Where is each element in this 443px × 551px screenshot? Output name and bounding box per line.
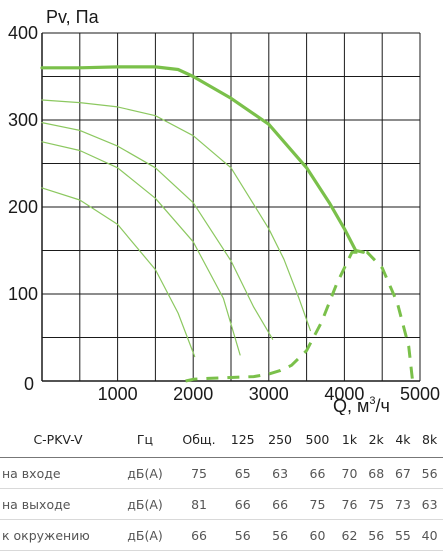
x-tick-label: 5000	[400, 384, 440, 404]
cell-1k: 62	[336, 519, 363, 551]
cell-125: 65	[224, 457, 262, 489]
header-125: 125	[224, 421, 262, 458]
cell-1k: 76	[336, 488, 363, 520]
cell-4k: 55	[389, 519, 417, 551]
cell-125: 56	[224, 519, 262, 551]
curves	[40, 65, 414, 383]
row-unit: дБ(А)	[116, 457, 174, 489]
x-axis-title-sup: 3	[369, 395, 375, 407]
speed-step-curve	[41, 187, 196, 358]
cell-500: 66	[298, 457, 337, 489]
cell-125: 66	[224, 488, 262, 520]
table-row: к окружению дБ(А) 66 56 56 60 62 56 55 4…	[0, 519, 443, 551]
header-8k: 8k	[416, 421, 443, 458]
header-1k: 1k	[336, 421, 363, 458]
cell-4k: 73	[389, 488, 417, 520]
grid-lines	[41, 32, 421, 382]
tick-labels: 100 200 300 400 1000 2000 3000 4000 5000 0	[8, 23, 440, 404]
header-250: 250	[261, 421, 299, 458]
cell-2k: 75	[362, 488, 390, 520]
table-row: на входе дБ(А) 75 65 63 66 70 68 67 56	[0, 457, 443, 489]
x-tick-label: 3000	[249, 384, 289, 404]
header-total: Общ.	[174, 421, 225, 458]
y-tick-label: 200	[8, 197, 38, 217]
header-4k: 4k	[389, 421, 417, 458]
y-tick-label: 100	[8, 284, 38, 304]
cell-500: 75	[298, 488, 337, 520]
cell-8k: 40	[416, 519, 443, 551]
cell-total: 75	[174, 457, 225, 489]
y-axis-title: Pv, Па	[46, 7, 100, 27]
cell-2k: 68	[362, 457, 390, 489]
cell-250: 66	[261, 488, 299, 520]
speed-step-curve	[41, 99, 311, 332]
cell-2k: 56	[362, 519, 390, 551]
cell-8k: 56	[416, 457, 443, 489]
origin-label: 0	[24, 374, 34, 394]
y-tick-label: 300	[8, 110, 38, 130]
header-model: C-PKV-V	[0, 421, 116, 458]
header-500: 500	[298, 421, 337, 458]
speed-step-curve	[41, 122, 274, 340]
cell-8k: 63	[416, 488, 443, 520]
cell-4k: 67	[389, 457, 417, 489]
row-label: на выходе	[0, 488, 116, 520]
table-row: на выходе дБ(А) 81 66 66 75 76 75 73 63	[0, 488, 443, 520]
speed-step-curve	[41, 141, 241, 356]
cell-250: 56	[261, 519, 299, 551]
x-axis-title-suffix: /ч	[376, 396, 390, 415]
header-unit: Гц	[116, 421, 174, 458]
row-label: к окружению	[0, 519, 116, 551]
x-tick-label: 4000	[324, 384, 364, 404]
noise-table: C-PKV-V Гц Общ. 125 250 500 1k 2k 4k 8k …	[0, 421, 443, 551]
cell-total: 81	[174, 488, 225, 520]
y-tick-label: 400	[8, 23, 38, 43]
limit-curve-dashed	[185, 250, 414, 383]
noise-table-header-row: C-PKV-V Гц Общ. 125 250 500 1k 2k 4k 8k	[0, 421, 443, 458]
cell-1k: 70	[336, 457, 363, 489]
x-tick-label: 2000	[173, 384, 213, 404]
max-performance-curve	[40, 65, 365, 254]
row-label: на входе	[0, 457, 116, 489]
cell-250: 63	[261, 457, 299, 489]
x-axis-title: Q, м3/ч	[333, 395, 390, 415]
cell-500: 60	[298, 519, 337, 551]
row-unit: дБ(А)	[116, 488, 174, 520]
x-tick-label: 1000	[98, 384, 138, 404]
header-2k: 2k	[362, 421, 390, 458]
cell-total: 66	[174, 519, 225, 551]
fan-performance-chart: 100 200 300 400 1000 2000 3000 4000 5000 0 Pv, Па…	[8, 7, 440, 415]
x-axis-title-main: Q, м	[333, 396, 369, 415]
row-unit: дБ(А)	[116, 519, 174, 551]
